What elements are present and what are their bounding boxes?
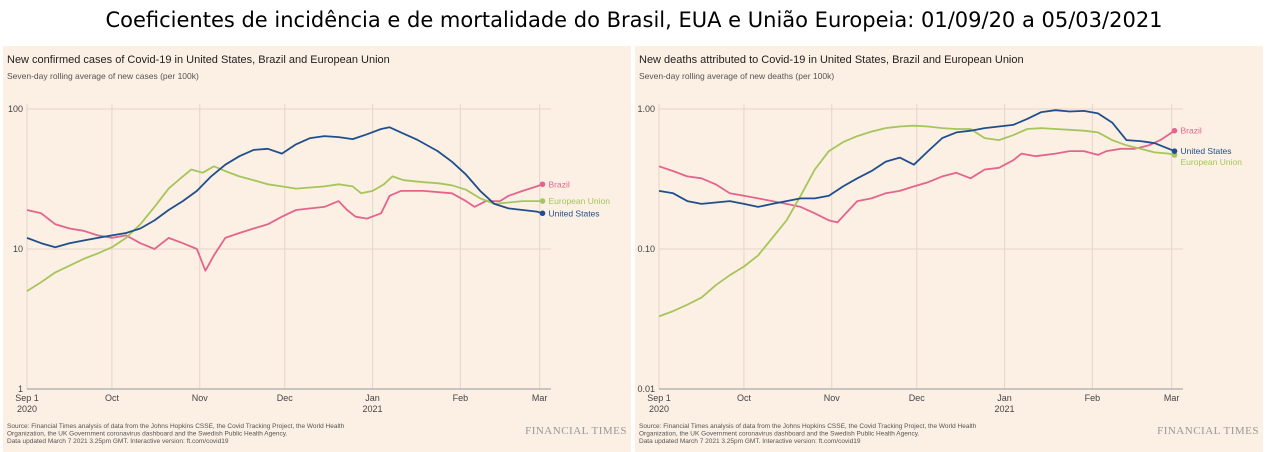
cases-series-brazil-line — [26, 183, 543, 272]
deaths-updated-note: Data updated March 7 2021 3.25pm GMT. In… — [639, 438, 861, 445]
cases-x-tick-label: Sep 1 — [15, 393, 39, 403]
cases-updated-note: Data updated March 7 2021 3.25pm GMT. In… — [7, 438, 229, 445]
deaths-series-end-point — [1171, 148, 1178, 154]
deaths-x-tick-label: Sep 1 — [647, 393, 671, 403]
deaths-y-tick-label: 0.10 — [637, 244, 655, 254]
deaths-series-label: European Union — [1181, 157, 1243, 167]
deaths-y-tick-label: 0.01 — [637, 384, 655, 394]
cases-series-label: Brazil — [549, 179, 570, 189]
deaths-series-end-point — [1171, 127, 1178, 134]
cases-chart-panel: New confirmed cases of Covid-19 in Unite… — [3, 46, 631, 452]
deaths-x-tick-label: Mar — [1164, 393, 1180, 403]
deaths-series-label: Brazil — [1181, 126, 1202, 136]
cases-ft-brand: FINANCIAL TIMES — [525, 425, 627, 437]
deaths-x-tick-label: Oct — [737, 393, 752, 403]
deaths-x-tick-label: Nov — [824, 393, 841, 403]
cases-series-united-states-line — [26, 126, 543, 249]
cases-chart: New confirmed cases of Covid-19 in Unite… — [7, 54, 627, 445]
cases-x-tick-year: 2020 — [17, 404, 37, 414]
deaths-x-tick-label: Feb — [1085, 393, 1101, 403]
cases-x-tick-label: Mar — [532, 393, 548, 403]
page-title: Coeficientes de incidência e de mortalid… — [105, 8, 1163, 32]
cases-series-end-point — [539, 181, 546, 188]
cases-x-tick-label: Oct — [105, 393, 120, 403]
cases-series-end-point — [539, 210, 546, 217]
deaths-series-european-union-line — [658, 124, 1175, 318]
deaths-x-tick-year: 2020 — [649, 404, 669, 414]
cases-y-tick-label: 100 — [8, 104, 23, 114]
deaths-chart-panel: New deaths attributed to Covid-19 in Uni… — [635, 46, 1263, 452]
deaths-x-tick-label: Jan — [997, 393, 1012, 403]
cases-y-tick-label: 10 — [13, 244, 23, 254]
cases-source-note: Organization, the UK Government coronavi… — [7, 431, 287, 438]
deaths-source-note: Organization, the UK Government coronavi… — [639, 431, 919, 438]
deaths-ft-brand: FINANCIAL TIMES — [1157, 425, 1259, 437]
cases-chart-subtitle: Seven-day rolling average of new cases (… — [7, 71, 199, 81]
deaths-source-note: Source: Financial Times analysis of data… — [639, 423, 977, 430]
cases-series-end-point — [539, 198, 546, 204]
cases-x-tick-label: Nov — [192, 393, 209, 403]
deaths-series-label: United States — [1181, 146, 1232, 156]
deaths-series-united-states-line — [658, 109, 1175, 208]
deaths-y-tick-label: 1.00 — [637, 104, 655, 114]
deaths-chart-title: New deaths attributed to Covid-19 in Uni… — [639, 54, 1024, 66]
cases-series-label: European Union — [549, 196, 611, 206]
deaths-series-brazil-line — [658, 129, 1175, 224]
deaths-chart-subtitle: Seven-day rolling average of new deaths … — [639, 71, 834, 81]
cases-series-european-union-line — [26, 165, 543, 292]
cases-x-tick-year: 2021 — [363, 404, 383, 414]
cases-series-label: United States — [549, 208, 600, 218]
deaths-x-tick-year: 2021 — [995, 404, 1015, 414]
deaths-x-tick-label: Dec — [909, 393, 926, 403]
deaths-chart: New deaths attributed to Covid-19 in Uni… — [637, 54, 1259, 445]
cases-x-tick-label: Feb — [453, 393, 469, 403]
cases-source-note: Source: Financial Times analysis of data… — [7, 423, 345, 430]
cases-y-tick-label: 1 — [18, 384, 23, 394]
cases-x-tick-label: Jan — [365, 393, 380, 403]
cases-x-tick-label: Dec — [277, 393, 294, 403]
cases-chart-title: New confirmed cases of Covid-19 in Unite… — [7, 54, 390, 66]
